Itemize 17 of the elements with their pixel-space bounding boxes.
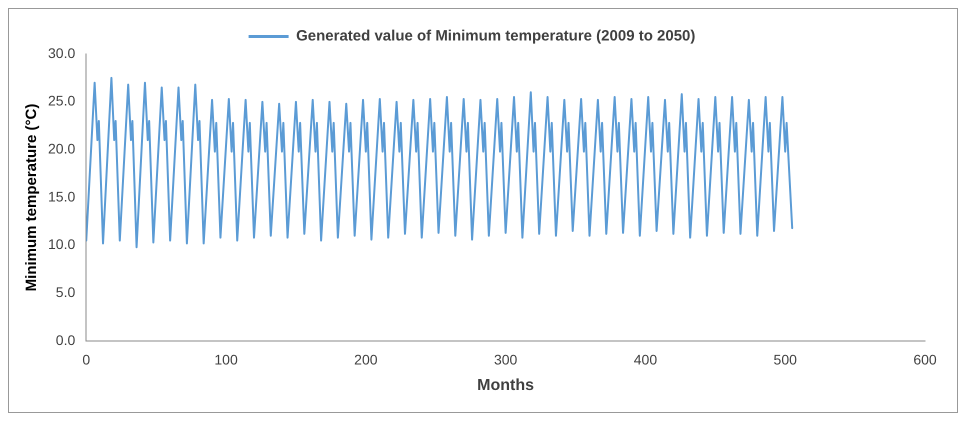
y-tick-label: 10.0	[48, 236, 76, 252]
x-tick-label: 600	[913, 351, 937, 368]
y-tick-label: 0.0	[56, 332, 76, 348]
x-tick-label: 0	[82, 351, 90, 368]
legend-label: Generated value of Minimum temperature (2009 to 2050)	[296, 28, 696, 45]
x-axis-title: Months	[477, 376, 534, 394]
x-tick-label: 300	[494, 351, 518, 368]
y-tick-label: 30.0	[48, 44, 76, 61]
x-tick-label: 500	[774, 351, 798, 368]
x-tick-label: 100	[214, 351, 238, 368]
y-tick-label: 15.0	[48, 188, 76, 204]
y-tick-label: 5.0	[56, 284, 76, 300]
x-tick-label: 200	[354, 351, 378, 368]
y-axis-title: Minimum temperature (°C)	[23, 104, 40, 292]
y-tick-label: 20.0	[48, 140, 76, 157]
x-tick-label: 400	[634, 351, 658, 368]
y-tick-label: 25.0	[48, 92, 76, 109]
